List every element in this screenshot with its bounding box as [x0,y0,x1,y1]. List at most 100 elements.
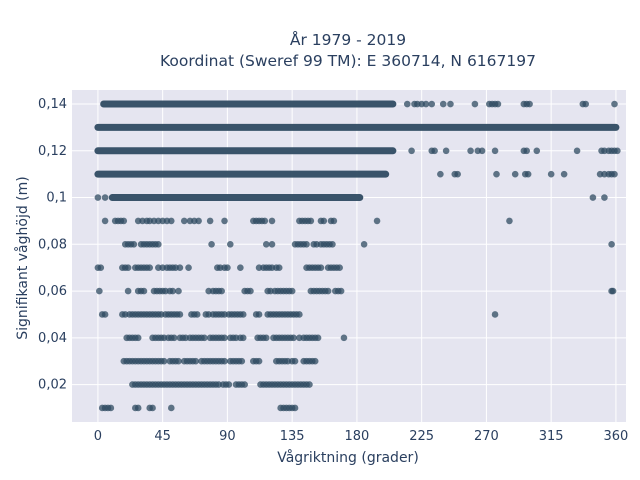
data-point [329,241,336,248]
data-point [124,287,132,295]
y-tick-label: 0,04 [38,331,67,346]
data-point [247,287,254,295]
data-point [493,170,500,178]
data-point [524,170,532,178]
data-point [609,287,617,295]
data-point [330,217,338,225]
data-point [169,287,177,295]
data-point [94,194,102,201]
data-point [146,264,154,271]
data-point [185,264,192,271]
data-point [311,357,319,365]
data-point [176,264,184,271]
x-axis-title: Vågriktning (grader) [277,449,419,466]
data-point [170,334,178,342]
data-point [589,194,597,201]
data-point [97,264,105,271]
data-point [176,311,184,318]
data-point [261,217,269,225]
x-tick-label: 90 [219,429,236,444]
data-point [582,100,590,108]
data-point [241,381,248,388]
data-point [130,241,138,248]
data-point [437,170,444,178]
data-point [442,147,450,155]
data-point [160,357,168,365]
data-point [239,334,247,342]
data-point [523,147,531,155]
data-point [314,334,322,342]
x-tick-label: 0 [94,429,102,444]
y-tick-label: 0,02 [38,378,67,393]
data-point [221,334,228,342]
chart-title-line2: Koordinat (Sweref 99 TM): E 360714, N 61… [160,52,536,70]
data-point [226,241,234,248]
plot-area [72,90,626,422]
y-tick-label: 0,08 [38,237,67,252]
data-point [290,334,297,342]
data-point [454,170,461,178]
data-point [307,217,315,225]
data-point [373,217,381,225]
data-point [478,147,486,155]
data-point [268,241,276,248]
data-point [206,217,214,225]
data-point [237,264,244,271]
data-point [239,311,247,318]
data-point [408,147,415,155]
scatter-points [94,100,621,412]
data-point [511,170,519,178]
data-point [601,194,608,201]
x-tick-label: 225 [409,429,434,444]
data-point [167,404,175,412]
data-point [291,404,299,412]
y-tick-label: 0,06 [38,284,67,299]
data-point [221,357,228,365]
data-point [494,100,502,108]
y-tick-label: 0,12 [38,144,67,159]
data-point [101,217,109,225]
data-point [120,217,128,225]
x-tick-label: 135 [280,429,305,444]
data-point [491,147,499,155]
data-point [573,147,581,155]
y-tick-label: 0,14 [38,97,67,112]
y-tick-label: 0,1 [46,191,67,206]
data-point [447,100,454,108]
data-point [149,404,156,412]
data-point [155,241,162,248]
data-point [225,381,233,388]
data-point [192,357,200,365]
data-point [167,217,175,225]
data-point [491,311,499,318]
data-point [614,147,621,155]
data-point [238,357,246,365]
data-point [175,357,182,365]
data-point [360,241,368,248]
data-point [611,170,618,178]
x-tick-labels: 0 45 90 135 180 225 270 315 360 [94,429,629,444]
dense-rows [94,100,620,202]
x-tick-label: 360 [604,429,629,444]
data-point [526,100,533,108]
data-point [317,264,325,271]
data-point [275,264,283,271]
data-point [201,334,208,342]
data-point [180,217,188,225]
data-point [506,217,513,225]
chart-title-line1: År 1979 - 2019 [290,30,406,49]
data-point [439,100,447,108]
data-point [403,100,411,108]
y-tick-labels: 0,02 0,04 0,06 0,08 0,1 0,12 0,14 [38,97,67,393]
x-tick-label: 45 [154,429,171,444]
x-tick-label: 180 [345,429,370,444]
data-point [422,100,430,108]
data-point [320,217,328,225]
data-point [336,264,343,271]
data-point [428,100,436,108]
data-point [134,334,142,342]
data-point [608,241,615,248]
data-point [340,334,348,342]
data-point [224,264,231,271]
